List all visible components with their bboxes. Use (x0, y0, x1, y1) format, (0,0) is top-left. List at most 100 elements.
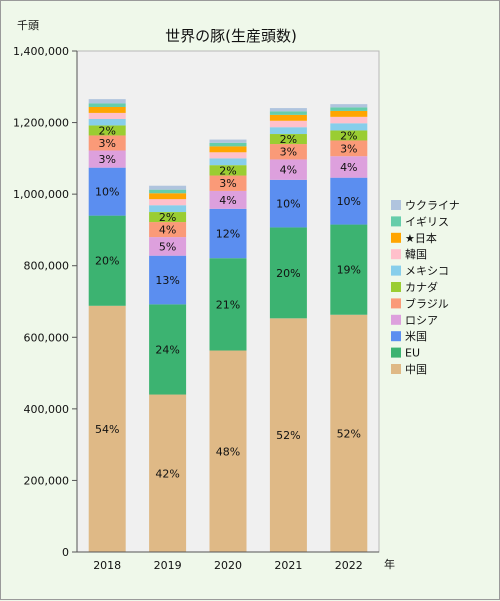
bar-segment (269, 127, 307, 135)
bar-segment-label: 20% (95, 255, 119, 268)
bar-segment (330, 314, 368, 552)
y-tick-label: 200,000 (24, 474, 70, 487)
legend-label: 中国 (405, 363, 427, 376)
bar-segment (88, 125, 126, 136)
bar-segment-label: 3% (280, 146, 297, 159)
bar-segment-label: 4% (340, 161, 357, 174)
legend-swatch (391, 331, 401, 342)
bar-segment-label: 2% (340, 129, 357, 142)
bar-segment-label: 24% (155, 343, 179, 356)
bar-segment (209, 165, 247, 176)
bar-segment (269, 318, 307, 552)
y-tick-label: 800,000 (24, 260, 70, 273)
bar-segment-label: 12% (216, 228, 240, 241)
x-tick-label: 2021 (274, 559, 302, 572)
bar-segment-label: 2% (280, 133, 297, 146)
bar-segment-label: 3% (340, 142, 357, 155)
bar-segment (330, 140, 368, 157)
legend-label: ★日本 (405, 231, 437, 245)
bar-segment (88, 150, 126, 168)
bar-segment-label: 52% (337, 427, 361, 440)
legend-swatch (391, 298, 401, 309)
bar-segment (330, 110, 368, 117)
bar-segment-label: 3% (98, 137, 115, 150)
bar-segment-label: 2% (219, 164, 236, 177)
x-tick-label: 2020 (214, 559, 242, 572)
legend-label: 米国 (405, 330, 427, 343)
bar-segment-label: 2% (98, 124, 115, 137)
legend-swatch (391, 314, 401, 325)
bar-segment (149, 193, 187, 200)
y-tick-label: 1,400,000 (13, 45, 69, 58)
bar-segment-label: 48% (216, 445, 240, 458)
bar-segment (149, 205, 187, 213)
bar-segment (149, 185, 187, 190)
bar-segment (209, 190, 247, 209)
bar-segment-label: 54% (95, 423, 119, 436)
bar-segment (269, 111, 307, 115)
legend-swatch (391, 265, 401, 276)
bar-segment (209, 350, 247, 552)
bar-segment-label: 3% (219, 177, 236, 190)
bar-segment (209, 175, 247, 191)
bar-segment (209, 258, 247, 351)
bar-segment-label: 10% (276, 198, 300, 211)
y-axis-unit: 千頭 (17, 19, 39, 32)
bar-segment (88, 167, 126, 216)
bar-segment-label: 5% (159, 240, 176, 253)
bar-segment (88, 107, 126, 113)
x-tick-label: 2018 (93, 559, 121, 572)
legend-swatch (391, 216, 401, 227)
bar-segment (88, 99, 126, 104)
bar-segment-label: 13% (155, 274, 179, 287)
legend-label: ウクライナ (405, 199, 460, 212)
legend-swatch (391, 347, 401, 358)
x-tick-label: 2019 (154, 559, 182, 572)
bar-segment-label: 4% (219, 194, 236, 207)
bar-segment (269, 159, 307, 180)
legend-label: イギリス (405, 215, 449, 228)
bar-segment (330, 104, 368, 108)
chart-title: 世界の豚(生産頭数) (165, 27, 297, 45)
bar-segment (269, 144, 307, 160)
bar-segment (330, 123, 368, 131)
x-tick-label: 2022 (335, 559, 363, 572)
legend-label: EU (405, 347, 420, 360)
legend-label: 韓国 (405, 248, 427, 261)
bar-segment-label: 42% (155, 467, 179, 480)
bar-segment (269, 108, 307, 112)
bar-segment (209, 208, 247, 259)
legend-swatch (391, 249, 401, 260)
legend-label: ロシア (405, 314, 438, 327)
bar-segment (88, 305, 126, 552)
x-axis-unit: 年 (384, 557, 395, 571)
y-tick-label: 1,000,000 (13, 188, 69, 201)
bar-segment (330, 156, 368, 178)
bar-segment (330, 177, 368, 225)
bar-segment-label: 19% (337, 264, 361, 277)
bar-segment (330, 116, 368, 124)
bar-segment (209, 142, 247, 147)
bar-segment-label: 20% (276, 267, 300, 280)
bar-segment (269, 114, 307, 121)
bar-segment (149, 304, 187, 395)
bar-segment (330, 224, 368, 315)
bar-segment (330, 130, 368, 141)
bar-segment (209, 146, 247, 153)
bar-segment (209, 152, 247, 159)
bar-segment (330, 107, 368, 111)
plot-area: 0 200,000 400,000 600,000 800,000 1,000,000 1,… (13, 45, 380, 572)
bar-segment (269, 120, 307, 128)
legend-label: カナダ (405, 280, 438, 294)
y-tick-label: 0 (62, 546, 69, 559)
y-tick-label: 1,200,000 (13, 117, 69, 130)
bar-segment (269, 227, 307, 319)
bar-segment (149, 222, 187, 238)
legend-swatch (391, 282, 401, 292)
bar-segment-label: 4% (280, 164, 297, 177)
bar-segment-label: 52% (276, 429, 300, 442)
bar-segment-label: 10% (337, 195, 361, 208)
